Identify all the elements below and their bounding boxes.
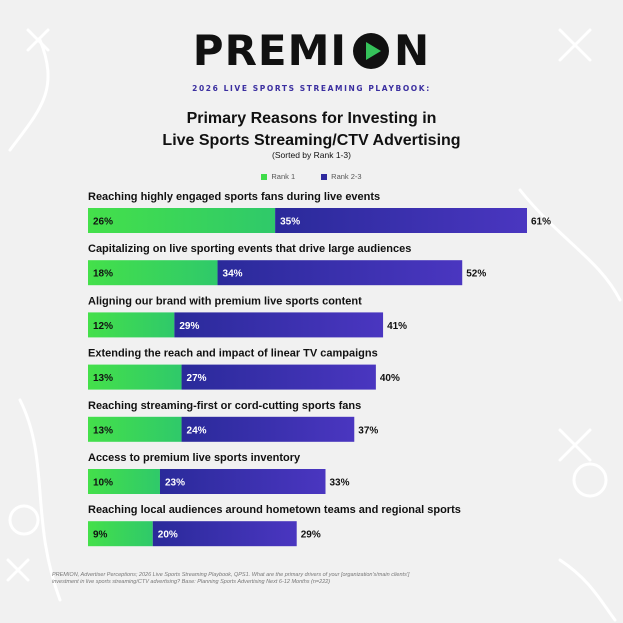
bar-value-label: 27% <box>187 373 207 384</box>
bar-segment-rank-2-3 <box>217 260 463 286</box>
bar-segment-rank-1 <box>88 469 160 494</box>
bar-segment-rank-2-3 <box>181 364 376 390</box>
bar-value-label: 9% <box>93 530 108 541</box>
legend-swatch-rank-2-3 <box>321 173 328 180</box>
category-label: Aligning our brand with premium live spo… <box>88 295 362 307</box>
bar-total-label: 29% <box>301 530 321 541</box>
bar-segment-rank-2-3 <box>152 521 297 547</box>
bar-segment-rank-1 <box>88 416 182 442</box>
bar-segment-rank-2-3 <box>181 416 355 442</box>
bar-value-label: 26% <box>93 217 113 228</box>
bar-value-label: 20% <box>158 530 178 541</box>
bar-value-label: 35% <box>280 217 300 228</box>
category-label: Reaching streaming-first or cord-cutting… <box>88 400 361 412</box>
bar-value-label: 13% <box>93 425 113 436</box>
bar-segment-rank-2-3 <box>159 469 326 494</box>
bar-value-label: 18% <box>93 269 113 280</box>
bar-value-label: 12% <box>93 321 113 332</box>
category-label: Extending the reach and impact of linear… <box>88 348 378 360</box>
bar-value-label: 10% <box>93 478 113 489</box>
bar-total-label: 61% <box>531 217 551 228</box>
bar-segment-rank-1 <box>88 208 276 233</box>
bar-value-label: 23% <box>165 478 185 489</box>
bar-total-label: 40% <box>380 373 400 384</box>
premion-logo: PREMI N <box>0 30 623 72</box>
bar-value-label: 29% <box>179 321 199 332</box>
category-label: Reaching highly engaged sports fans duri… <box>88 191 380 203</box>
play-circle-icon <box>353 33 390 69</box>
bar-segment-rank-1 <box>88 521 153 547</box>
bar-total-label: 41% <box>387 321 407 332</box>
bar-segment-rank-1 <box>88 364 182 390</box>
legend-item-rank-2-3: Rank 2-3 <box>321 172 362 181</box>
bar-value-label: 13% <box>93 373 113 384</box>
bar-total-label: 37% <box>358 425 378 436</box>
category-label: Access to premium live sports inventory <box>88 452 301 464</box>
legend-item-rank-1: Rank 1 <box>261 172 295 181</box>
playbook-label: 2026 LIVE SPORTS STREAMING PLAYBOOK: <box>192 84 431 93</box>
bar-total-label: 52% <box>466 269 486 280</box>
category-label: Capitalizing on live sporting events tha… <box>88 243 411 255</box>
legend-label-rank-2-3: Rank 2-3 <box>331 172 362 181</box>
bar-value-label: 24% <box>187 425 207 436</box>
chart-legend: Rank 1 Rank 2-3 <box>0 172 623 181</box>
source-footnote: PREMION, Advertiser Perceptions; 2026 Li… <box>52 572 410 585</box>
logo-text-prefix: PREMI <box>192 26 348 75</box>
chart-title-line-2: Live Sports Streaming/CTV Advertising <box>162 132 461 149</box>
legend-swatch-rank-1 <box>261 173 268 180</box>
logo-text-suffix: N <box>394 26 431 75</box>
bar-segment-rank-1 <box>88 312 175 338</box>
bar-segment-rank-2-3 <box>174 312 384 338</box>
chart-subtitle: (Sorted by Rank 1-3) <box>272 150 351 160</box>
bar-value-label: 34% <box>223 269 243 280</box>
bar-segment-rank-2-3 <box>275 208 527 233</box>
chart-title-line-1: Primary Reasons for Investing in <box>186 110 437 127</box>
chart-title: Primary Reasons for Investing in Live Sp… <box>0 108 623 152</box>
category-label: Reaching local audiences around hometown… <box>88 504 461 516</box>
legend-label-rank-1: Rank 1 <box>271 172 296 181</box>
bar-total-label: 33% <box>329 478 349 489</box>
bar-segment-rank-1 <box>88 260 218 286</box>
